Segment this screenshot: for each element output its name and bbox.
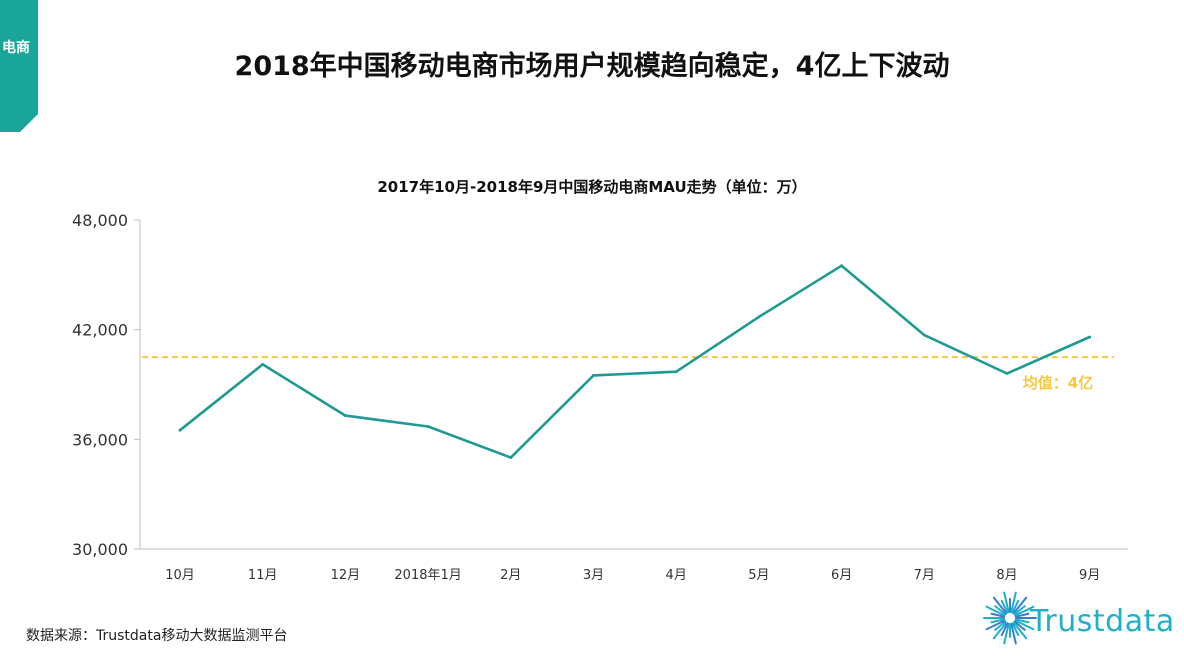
x-tick-label: 2月 (500, 568, 521, 583)
mau-data-point (426, 425, 430, 428)
logo-ray (994, 620, 1007, 631)
source-note: 数据来源：Trustdata移动大数据监测平台 (26, 628, 288, 644)
logo-ray (1003, 591, 1010, 614)
logo-ray (990, 612, 1006, 618)
mau-data-point (757, 315, 761, 319)
y-tick-label: 36,000 (72, 430, 128, 449)
logo-ray (1012, 596, 1028, 615)
logo-ray (1012, 621, 1028, 640)
mau-data-point (261, 362, 265, 366)
logo-ray (992, 621, 1008, 640)
logo-ray (994, 605, 1007, 616)
x-tick-label: 7月 (914, 568, 935, 583)
page-title: 2018年中国移动电商市场用户规模趋向稳定，4亿上下波动 (234, 51, 950, 82)
logo-ray (1013, 605, 1026, 616)
x-tick-label: 2018年1月 (394, 568, 461, 583)
logo-ray (1011, 622, 1020, 637)
logo-ray (1010, 591, 1017, 614)
logo-ray (1014, 605, 1035, 617)
mau-data-point (1005, 372, 1009, 375)
mau-data-point (840, 264, 843, 268)
trustdata-logo-text: Trustdata (1030, 604, 1175, 639)
x-tick-label: 10月 (165, 568, 195, 583)
x-tick-label: 6月 (831, 568, 852, 583)
trustdata-logo-icon (983, 591, 1037, 645)
y-tick-label: 42,000 (72, 321, 128, 340)
x-tick-label: 12月 (331, 568, 361, 583)
logo-ray (1000, 622, 1009, 637)
y-tick-label: 48,000 (72, 211, 128, 230)
mau-data-point (592, 373, 595, 377)
logo-ray (1013, 620, 1026, 631)
logo-ray (1000, 599, 1009, 614)
y-tick-label: 30,000 (72, 540, 128, 559)
logo-ray (990, 618, 1006, 624)
x-tick-label: 8月 (996, 568, 1017, 583)
x-tick-label: 11月 (248, 568, 278, 583)
logo-ray (1014, 618, 1030, 624)
x-tick-label: 3月 (583, 568, 604, 583)
section-tab-label: 电商 (2, 40, 30, 56)
logo-ray (992, 596, 1008, 615)
average-label: 均值：4亿 (1023, 374, 1093, 392)
logo-ray (1010, 622, 1017, 645)
mau-data-point (178, 428, 182, 432)
section-tab: 电商 (0, 0, 38, 132)
logo-ray (985, 619, 1006, 631)
x-tick-label: 4月 (666, 568, 687, 583)
mau-data-point (674, 370, 678, 374)
logo-ray (1014, 612, 1030, 618)
logo-ray (1011, 599, 1020, 614)
logo-ray (985, 605, 1006, 617)
logo-ray (1003, 622, 1010, 645)
logo-ray (1014, 619, 1035, 631)
x-tick-label: 9月 (1079, 568, 1100, 583)
mau-data-point (509, 456, 513, 460)
mau-data-point (1088, 335, 1092, 339)
mau-series-line (178, 264, 1091, 459)
mau-data-point (922, 333, 926, 337)
section-tab-shape (0, 0, 38, 132)
chart-title: 2017年10月-2018年9月中国移动电商MAU走势（单位：万） (377, 178, 807, 196)
x-tick-label: 5月 (748, 568, 769, 583)
mau-data-point (344, 414, 347, 417)
